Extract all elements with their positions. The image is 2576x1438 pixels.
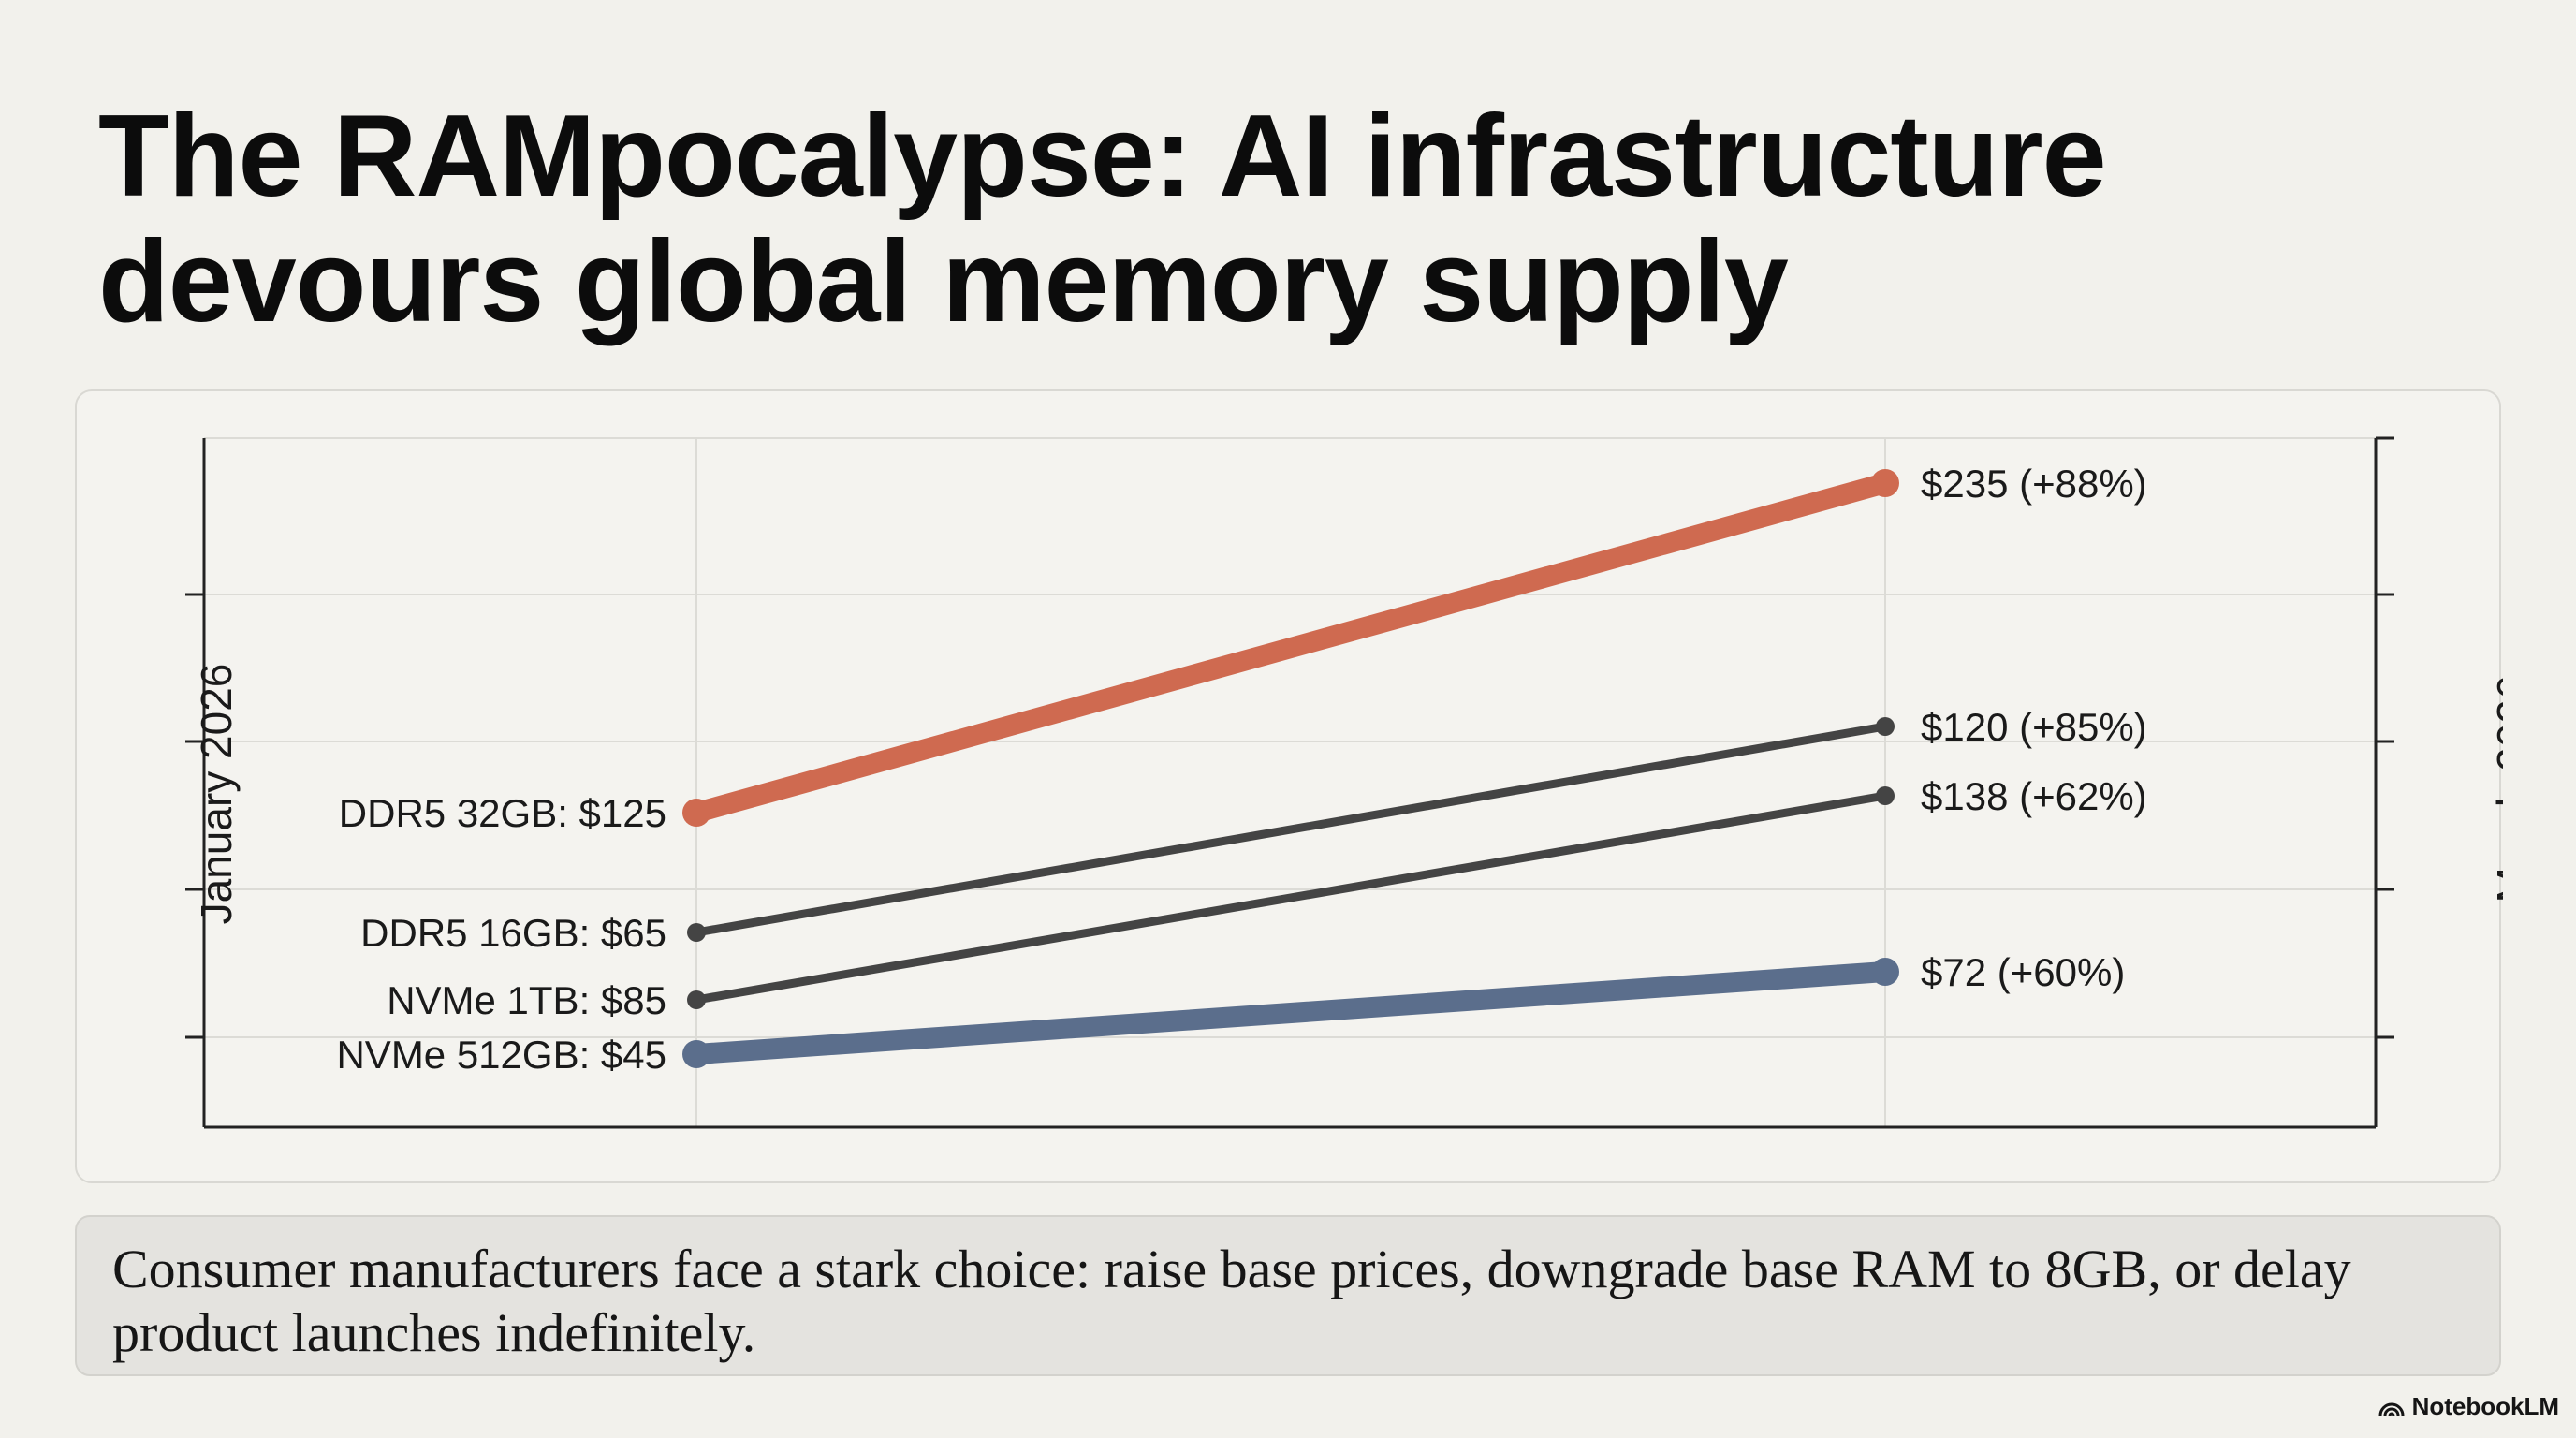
- series-end-point: [1876, 786, 1895, 805]
- series-end-point: [1871, 469, 1899, 497]
- series: [682, 469, 1899, 1068]
- series-start-point: [682, 799, 710, 827]
- series-end-label: $120 (+85%): [1921, 705, 2147, 749]
- series-start-label: DDR5 16GB: $65: [360, 911, 666, 955]
- axes: January 2026 March 2026: [185, 436, 2503, 1129]
- series-end-label: $72 (+60%): [1921, 950, 2125, 994]
- series-line: [686, 961, 1895, 1064]
- grid: [204, 437, 2376, 1127]
- series-start-point: [687, 990, 706, 1009]
- right-axis-label: March 2026: [2488, 676, 2503, 903]
- series-end-point: [1871, 958, 1899, 986]
- data-labels: DDR5 16GB: $65 $120 (+85%) NVMe 1TB: $85 $1…: [336, 462, 2146, 1077]
- series-line: [692, 722, 1890, 937]
- series-start-point: [687, 923, 706, 942]
- series-start-label: DDR5 32GB: $125: [339, 791, 666, 835]
- notebooklm-logo-icon: [2378, 1402, 2405, 1416]
- series-start-label: NVMe 1TB: $85: [387, 978, 666, 1022]
- brand-name: NotebookLM: [2411, 1392, 2559, 1420]
- series-line: [692, 791, 1890, 1005]
- left-axis-label: January 2026: [192, 664, 241, 925]
- series-start-label: NVMe 512GB: $45: [336, 1033, 666, 1077]
- series-end-label: $235 (+88%): [1921, 462, 2147, 506]
- title-line-2: devours global memory supply: [98, 217, 1789, 346]
- series-end-point: [1876, 717, 1895, 736]
- caption-text: Consumer manufacturers face a stark choi…: [112, 1239, 2351, 1363]
- slide-title: The RAMpocalypse: AI infrastructure devo…: [98, 94, 2438, 345]
- series-end-label: $138 (+62%): [1921, 774, 2147, 818]
- brand-watermark: NotebookLM: [2378, 1392, 2559, 1421]
- caption-box: Consumer manufacturers face a stark choi…: [75, 1215, 2501, 1376]
- title-line-1: The RAMpocalypse: AI infrastructure: [98, 92, 2107, 221]
- slope-chart: January 2026 March 2026 DDR5 16GB: $65 $12…: [185, 436, 2503, 1129]
- chart-card: January 2026 March 2026 DDR5 16GB: $65 $12…: [75, 389, 2503, 1183]
- series-start-point: [682, 1040, 710, 1068]
- series-line: [686, 473, 1895, 823]
